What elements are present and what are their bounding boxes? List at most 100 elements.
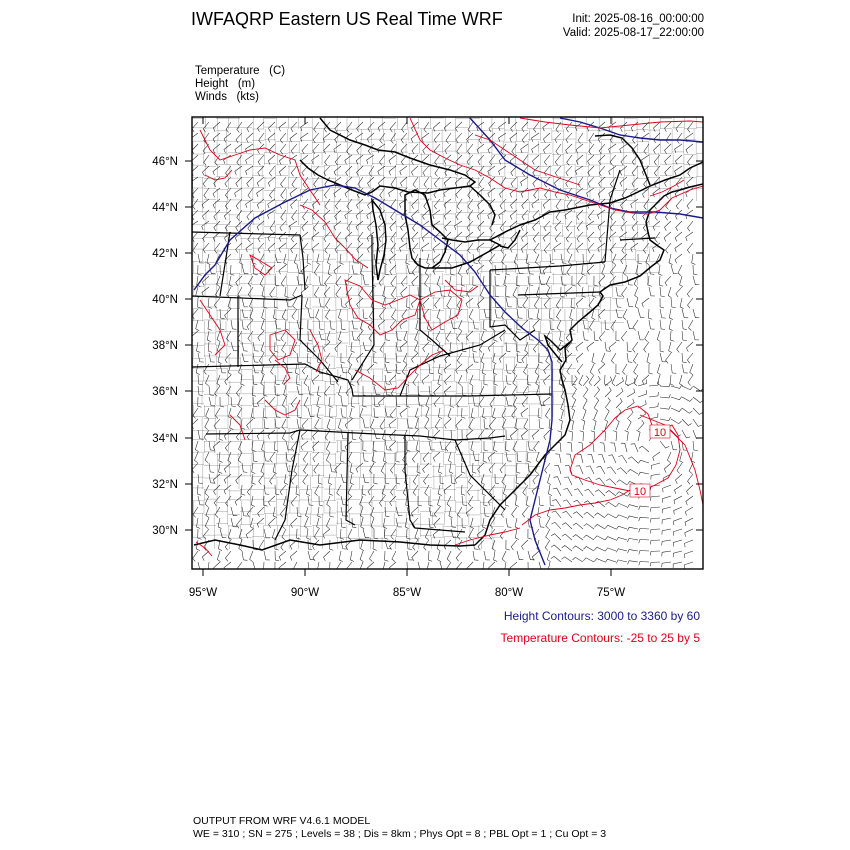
wind-barb: [312, 539, 320, 550]
wind-barb: [675, 198, 683, 210]
wind-barb: [538, 517, 545, 528]
wind-barb: [437, 374, 442, 386]
wind-barb: [446, 495, 452, 507]
wind-barb: [633, 352, 639, 364]
wind-barb: [598, 132, 606, 143]
county-segment: [312, 525, 324, 537]
wind-barb: [217, 517, 222, 529]
wind-barb: [488, 198, 496, 209]
wind-barb: [681, 330, 687, 341]
wind-barb: [390, 209, 397, 221]
county-segment: [455, 249, 468, 261]
county-segment: [609, 152, 624, 165]
wind-barb: [555, 297, 562, 309]
wind-barb: [197, 429, 204, 440]
county-segment: [298, 451, 312, 465]
wind-barb: [263, 418, 269, 429]
wind-barb: [467, 143, 474, 155]
county-segment: [276, 366, 288, 381]
wind-barb: [384, 539, 392, 549]
county-segment: [333, 392, 348, 405]
county-segment: [336, 237, 348, 249]
wind-barb: [527, 550, 535, 560]
wind-barb: [601, 352, 606, 364]
wind-barb: [532, 209, 540, 221]
county-segment: [444, 500, 456, 513]
wind-barb: [468, 495, 474, 507]
wind-barb: [388, 165, 397, 176]
wind-barb: [659, 308, 666, 319]
wind-barb: [670, 440, 678, 451]
wind-barb: [250, 495, 256, 507]
wind-barb: [225, 550, 232, 562]
wind-barb: [246, 484, 254, 496]
wind-barb: [257, 154, 265, 166]
county-segment: [335, 309, 348, 321]
wind-barb: [659, 416, 671, 422]
wind-barb: [412, 176, 419, 188]
wind-barb: [521, 396, 529, 408]
county-segment: [204, 405, 216, 417]
wind-barb: [633, 363, 639, 375]
county-segment: [406, 465, 420, 477]
county-segment: [635, 201, 648, 213]
wind-barb: [615, 297, 622, 308]
county-segment: [276, 319, 288, 333]
county-segment: [431, 392, 444, 405]
wind-barb: [301, 220, 309, 232]
wind-barb: [662, 473, 672, 483]
wind-barb: [478, 341, 485, 353]
county-segment: [202, 465, 216, 477]
wind-barb: [241, 341, 248, 352]
wind-barb: [450, 517, 457, 528]
wind-barb: [388, 154, 397, 165]
county-segment: [492, 487, 504, 501]
wind-barb: [302, 176, 309, 188]
county-segment: [491, 296, 504, 309]
county-segment: [396, 176, 408, 189]
valid-time: Valid: 2025-08-17_22:00:00: [562, 27, 704, 39]
wind-barb: [403, 429, 408, 441]
county-segment: [240, 259, 252, 273]
wind-barb: [357, 231, 364, 243]
wind-barb: [258, 132, 265, 144]
wind-barb: [627, 549, 639, 554]
wind-barb: [206, 253, 211, 265]
wind-barb: [412, 484, 419, 496]
wind-barb: [560, 264, 567, 275]
county-segment: [358, 392, 372, 405]
county-segment: [192, 187, 204, 201]
wind-barb: [604, 397, 611, 409]
wind-barb: [566, 242, 573, 254]
wind-barb: [197, 352, 204, 363]
county-segment: [346, 345, 360, 357]
wind-barb: [687, 352, 694, 364]
wind-barb: [667, 451, 672, 463]
county-segment: [264, 332, 276, 345]
wind-barb: [433, 396, 441, 408]
county-segment: [276, 427, 288, 441]
county-segment: [274, 416, 288, 429]
wind-barb: [208, 352, 215, 363]
county-segment: [528, 319, 540, 333]
wind-barb: [192, 462, 199, 474]
wind-barb: [456, 352, 463, 364]
wind-barb: [252, 363, 260, 374]
wind-barb: [432, 451, 441, 462]
wind-barb: [400, 143, 408, 155]
wind-barb: [378, 220, 386, 231]
wind-barb: [554, 465, 562, 475]
wind-barb: [307, 550, 315, 560]
wind-barb: [648, 363, 653, 375]
county-segment: [441, 129, 456, 141]
county-segment: [312, 117, 313, 129]
county-segment: [418, 414, 432, 429]
wind-barb: [235, 198, 243, 210]
county-segment: [371, 128, 384, 141]
wind-barb: [665, 132, 672, 144]
wind-barb: [482, 319, 487, 331]
wind-barb: [395, 451, 400, 463]
county-segment: [240, 354, 252, 369]
wind-barb: [312, 440, 320, 451]
wind-barb: [204, 495, 210, 507]
